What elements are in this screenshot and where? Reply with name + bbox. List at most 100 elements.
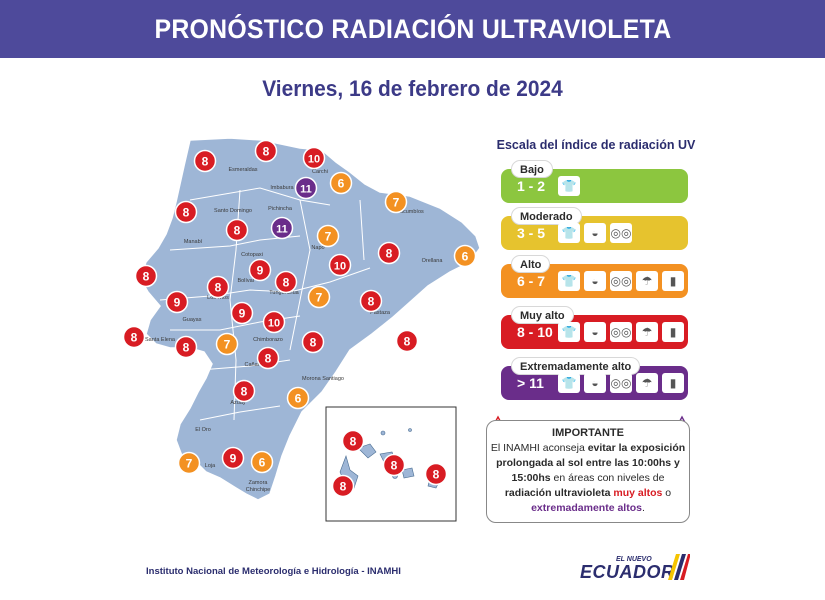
legend-band-label: Moderado xyxy=(511,207,582,225)
province-label: Napo xyxy=(311,245,324,251)
galapagos-marker-3: 8 xyxy=(424,462,448,486)
page-title: PRONÓSTICO RADIACIÓN ULTRAVIOLETA xyxy=(154,13,671,44)
province-label: Loja xyxy=(205,463,216,469)
uv-marker-circle xyxy=(270,216,294,240)
galapagos-marker-circle xyxy=(382,453,406,477)
uv-marker-value: 8 xyxy=(310,336,317,350)
uv-marker-value: 9 xyxy=(239,307,246,321)
umbrella-icon: ☂ xyxy=(636,271,658,291)
uv-marker-value: 7 xyxy=(393,196,400,210)
uv-marker-24: 7 xyxy=(215,332,239,356)
uv-marker-circle xyxy=(122,325,146,349)
province-label: Orellana xyxy=(422,258,444,264)
legend-band-range: 8 - 10 xyxy=(517,324,553,340)
uv-marker-29: 8 xyxy=(232,379,256,403)
uv-marker-value: 6 xyxy=(338,177,345,191)
uv-marker-14: 9 xyxy=(248,258,272,282)
uv-marker-4: 6 xyxy=(329,171,353,195)
uv-marker-13: 10 xyxy=(328,253,352,277)
sunscreen-icon: ▮ xyxy=(662,271,684,291)
uv-marker-11: 6 xyxy=(453,244,477,268)
uv-marker-circle xyxy=(254,139,278,163)
cap-icon: ◒ xyxy=(584,373,606,393)
uv-marker-32: 6 xyxy=(250,450,274,474)
forecast-date: Viernes, 16 de febrero de 2024 xyxy=(262,76,563,101)
uv-marker-6: 8 xyxy=(174,200,198,224)
uv-marker-2: 10 xyxy=(302,146,326,170)
uv-marker-0: 8 xyxy=(193,149,217,173)
province-label: Cotopaxi xyxy=(241,252,263,258)
galapagos-marker-0: 8 xyxy=(341,429,365,453)
uv-marker-circle xyxy=(302,146,326,170)
important-end: . xyxy=(641,502,645,514)
legend-band-range: 1 - 2 xyxy=(517,178,546,194)
shirt-icon: 👕 xyxy=(558,176,580,196)
uv-marker-circle xyxy=(248,258,272,282)
uv-marker-value: 7 xyxy=(325,230,332,244)
province-label: Chimborazo xyxy=(253,337,283,343)
uv-marker-5: 7 xyxy=(384,190,408,214)
galapagos-marker-circle xyxy=(424,462,448,486)
province-label: Bolívar xyxy=(237,278,254,284)
legend-band-label: Alto xyxy=(511,255,551,273)
institution-name: Instituto Nacional de Meteorología e Hid… xyxy=(146,566,401,577)
shirt-icon: 👕 xyxy=(558,322,580,342)
galapagos-marker-circle xyxy=(331,474,355,498)
umbrella-icon: ☂ xyxy=(636,322,658,342)
uv-marker-value: 8 xyxy=(131,331,138,345)
important-bold1: evitar la exposición prolongada al sol e… xyxy=(496,442,686,484)
sunglasses-icon: ◎◎ xyxy=(610,373,632,393)
uv-marker-circle xyxy=(215,332,239,356)
uv-marker-31: 9 xyxy=(221,446,245,470)
cap-icon: ◒ xyxy=(584,322,606,342)
uv-marker-value: 6 xyxy=(295,392,302,406)
uv-marker-circle xyxy=(225,218,249,242)
ecuador-logo: ECUADOR xyxy=(580,562,675,582)
galapagos-marker-value: 8 xyxy=(340,480,347,494)
province-label: Esmeraldas xyxy=(228,167,257,173)
uv-marker-value: 8 xyxy=(202,155,209,169)
legend-band-range: 3 - 5 xyxy=(517,225,546,241)
province-label: Chinchipe xyxy=(246,487,270,493)
uv-marker-circle xyxy=(453,244,477,268)
uv-marker-12: 8 xyxy=(134,264,158,288)
sunglasses-icon: ◎◎ xyxy=(610,322,632,342)
uv-marker-26: 8 xyxy=(395,329,419,353)
important-title: IMPORTANTE xyxy=(552,427,624,439)
province-label: Carchi xyxy=(312,169,328,175)
uv-marker-value: 8 xyxy=(234,224,241,238)
province-label: Pichincha xyxy=(268,206,293,212)
uv-marker-value: 8 xyxy=(263,145,270,159)
uv-marker-18: 7 xyxy=(307,285,331,309)
uv-marker-value: 8 xyxy=(183,341,190,355)
province-label: Morona Santiago xyxy=(302,376,344,382)
galapagos-marker-value: 8 xyxy=(391,459,398,473)
uv-marker-circle xyxy=(377,241,401,265)
shirt-icon: 👕 xyxy=(558,223,580,243)
important-line3: o xyxy=(662,487,672,499)
cap-icon: ◒ xyxy=(584,271,606,291)
uv-marker-value: 9 xyxy=(174,296,181,310)
uv-marker-22: 8 xyxy=(122,325,146,349)
flag-stripes-icon xyxy=(668,554,690,580)
uv-marker-28: 6 xyxy=(286,386,310,410)
header-bar: PRONÓSTICO RADIACIÓN ULTRAVIOLETA xyxy=(0,0,825,58)
uv-marker-value: 6 xyxy=(462,250,469,264)
important-notice: IMPORTANTE El INAMHI aconseja evitar la … xyxy=(486,420,690,523)
uv-marker-value: 8 xyxy=(368,295,375,309)
uv-marker-10: 8 xyxy=(377,241,401,265)
uv-marker-circle xyxy=(206,275,230,299)
legend-title: Escala del índice de radiación UV xyxy=(496,138,696,152)
uv-marker-value: 7 xyxy=(186,457,193,471)
uv-marker-circle xyxy=(329,171,353,195)
uv-marker-value: 10 xyxy=(334,261,346,273)
province-label: Pastaza xyxy=(370,310,391,316)
important-purple: extremadamente altos xyxy=(531,502,642,514)
important-bold2: radiación ultravioleta xyxy=(504,487,614,499)
uv-marker-value: 8 xyxy=(183,206,190,220)
sunscreen-icon: ▮ xyxy=(662,373,684,393)
galapagos-marker-value: 8 xyxy=(350,435,357,449)
uv-marker-circle xyxy=(174,200,198,224)
